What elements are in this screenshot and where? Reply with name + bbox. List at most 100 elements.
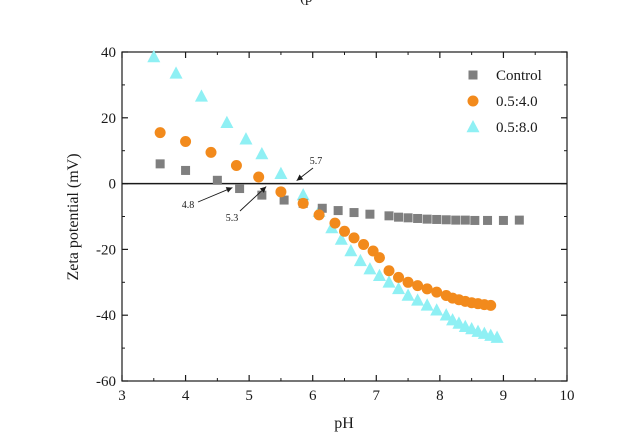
annotation-arrowhead bbox=[259, 186, 267, 193]
x-axis-label: pH bbox=[334, 415, 354, 432]
legend-marker-1 bbox=[467, 95, 479, 107]
data-point bbox=[317, 203, 327, 213]
legend-label-1: 0.5:4.0 bbox=[496, 94, 538, 110]
data-point bbox=[420, 298, 434, 311]
legend-label-2: 0.5:8.0 bbox=[496, 120, 538, 136]
data-point bbox=[394, 212, 404, 222]
y-axis-label: Zeta potential (mV) bbox=[65, 153, 82, 280]
y-tick-label--40: -40 bbox=[96, 308, 116, 324]
legend: Control 0.5:4.0 0.5:8.0 bbox=[466, 68, 542, 136]
data-point bbox=[392, 281, 406, 295]
data-point bbox=[421, 283, 433, 295]
annotation-label: 4.8 bbox=[182, 200, 195, 211]
data-point bbox=[181, 165, 191, 175]
data-point bbox=[154, 127, 166, 139]
data-point bbox=[274, 166, 288, 179]
series-0-5-4-0 bbox=[154, 127, 497, 311]
annotation-5.3: 5.3 bbox=[226, 186, 267, 224]
data-point bbox=[470, 215, 480, 225]
data-point bbox=[422, 214, 432, 224]
data-point bbox=[253, 171, 265, 183]
data-point bbox=[348, 232, 360, 244]
data-point bbox=[441, 215, 451, 225]
x-tick-label-6: 6 bbox=[309, 388, 317, 404]
data-point bbox=[384, 211, 394, 221]
data-point bbox=[451, 215, 461, 225]
data-point bbox=[205, 146, 217, 158]
data-point bbox=[411, 293, 425, 306]
data-point bbox=[439, 308, 453, 321]
legend-marker-0 bbox=[468, 70, 478, 80]
data-point bbox=[485, 299, 497, 311]
y-tick-label-0: 0 bbox=[109, 177, 117, 193]
data-point bbox=[373, 252, 385, 264]
data-point bbox=[333, 206, 343, 216]
x-tick-label-3: 3 bbox=[118, 388, 126, 404]
data-point bbox=[313, 209, 325, 221]
data-point bbox=[432, 214, 442, 224]
data-point bbox=[239, 132, 253, 145]
data-point bbox=[235, 184, 245, 194]
data-point bbox=[412, 280, 424, 292]
x-tick-label-10: 10 bbox=[560, 388, 575, 404]
x-tick-label-9: 9 bbox=[500, 388, 508, 404]
data-point bbox=[212, 175, 222, 185]
y-tick-label--20: -20 bbox=[96, 242, 116, 258]
data-point bbox=[413, 213, 423, 223]
data-point bbox=[490, 330, 504, 343]
data-point bbox=[334, 232, 348, 245]
data-point bbox=[155, 159, 165, 169]
data-point bbox=[349, 208, 359, 218]
annotation-label: 5.7 bbox=[310, 156, 323, 167]
y-axis-ticks: 40 20 0 -20 -40 -60 bbox=[96, 45, 567, 390]
annotations-group: 4.8 5.3 5.7 bbox=[182, 156, 323, 224]
annotation-4.8: 4.8 bbox=[182, 187, 233, 211]
data-point bbox=[297, 197, 309, 209]
legend-marker-2 bbox=[466, 119, 480, 133]
data-point bbox=[382, 275, 396, 288]
data-point bbox=[403, 213, 413, 223]
x-tick-label-4: 4 bbox=[182, 388, 190, 404]
data-point bbox=[353, 253, 367, 267]
data-point bbox=[344, 244, 358, 257]
data-point bbox=[194, 89, 208, 102]
y-tick-label-20: 20 bbox=[101, 111, 116, 127]
x-tick-label-7: 7 bbox=[373, 388, 381, 404]
x-tick-label-8: 8 bbox=[436, 388, 444, 404]
data-point bbox=[279, 195, 289, 205]
y-tick-label-40: 40 bbox=[101, 45, 116, 61]
data-point bbox=[275, 186, 287, 198]
data-point bbox=[255, 146, 269, 160]
data-point bbox=[402, 276, 414, 288]
x-tick-label-5: 5 bbox=[245, 388, 253, 404]
annotation-arrowhead bbox=[225, 187, 233, 193]
data-point bbox=[483, 215, 493, 225]
annotation-label: 5.3 bbox=[226, 213, 239, 224]
data-point bbox=[339, 225, 350, 237]
series-control bbox=[155, 159, 524, 225]
data-point bbox=[383, 265, 395, 277]
title-fragment: (p bbox=[300, 0, 313, 7]
data-point bbox=[230, 160, 242, 172]
data-point bbox=[169, 66, 183, 79]
y-tick-label--60: -60 bbox=[96, 374, 116, 390]
data-point bbox=[372, 268, 386, 281]
data-point bbox=[358, 238, 370, 250]
data-point bbox=[296, 188, 310, 201]
x-axis-ticks: 3 4 5 6 7 8 9 10 bbox=[118, 52, 575, 404]
data-point bbox=[430, 303, 444, 316]
data-point bbox=[257, 190, 267, 200]
data-point bbox=[147, 49, 161, 63]
data-point bbox=[498, 215, 508, 225]
data-point bbox=[431, 286, 443, 298]
data-point bbox=[401, 288, 415, 301]
series-0-5-8-0 bbox=[147, 49, 504, 343]
data-point bbox=[393, 271, 405, 283]
data-point bbox=[514, 215, 524, 225]
data-point bbox=[460, 215, 470, 225]
legend-label-0: Control bbox=[496, 68, 542, 84]
data-point bbox=[220, 115, 234, 128]
annotation-5.7: 5.7 bbox=[296, 156, 323, 181]
data-point bbox=[363, 262, 377, 275]
